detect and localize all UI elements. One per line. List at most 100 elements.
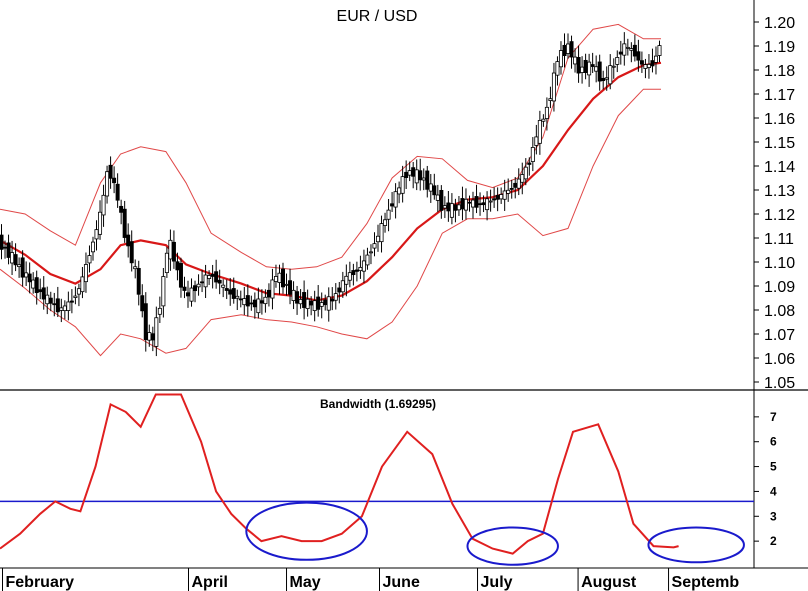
candle-body-down	[182, 286, 187, 291]
candle-body-up	[379, 223, 384, 243]
candle-body-up	[397, 187, 402, 195]
candle-body-up	[573, 56, 578, 65]
candle-body-down	[288, 280, 293, 295]
month-label: June	[383, 574, 420, 591]
bandwidth-y-ticks: 2 3 4 5 6 7	[754, 410, 777, 548]
candle-body-down	[252, 299, 257, 308]
candle-body-up	[428, 183, 433, 192]
candle-body-down	[309, 300, 314, 306]
candle-body-up	[604, 77, 609, 80]
candle-body-up	[537, 120, 542, 144]
candle-body-down	[432, 185, 437, 196]
candle-body-up	[558, 50, 563, 68]
candle-body-down	[140, 295, 145, 312]
candle-body-up	[94, 229, 99, 240]
candle-body-down	[231, 288, 236, 299]
bandwidth-title: Bandwidth (1.69295)	[320, 397, 436, 411]
lower-band-line	[0, 88, 661, 357]
candle-body-up	[242, 298, 247, 306]
bandwidth-line	[0, 393, 679, 555]
candle-body-down	[597, 61, 602, 82]
candle-body-down	[245, 295, 250, 307]
month-label: April	[192, 574, 228, 591]
candle-body-down	[601, 77, 606, 82]
candle-body-down	[27, 273, 32, 283]
squeeze-ellipse	[466, 526, 559, 566]
candle-body-up	[368, 251, 373, 254]
candle-body-up	[643, 64, 648, 69]
candle-body-up	[284, 283, 289, 286]
candle-body-up	[421, 177, 426, 181]
candle-body-down	[569, 41, 574, 58]
candle-body-up	[291, 289, 296, 302]
candle-body-down	[562, 44, 567, 57]
candle-body-up	[66, 301, 71, 311]
candle-body-up	[386, 209, 391, 220]
candle-body-down	[632, 44, 637, 57]
candle-body-up	[456, 204, 461, 211]
candle-body-down	[316, 296, 321, 310]
candle-body-down	[492, 198, 497, 201]
candle-body-up	[407, 170, 412, 176]
candle-body-up	[544, 106, 549, 119]
candle-body-down	[185, 292, 190, 297]
candle-body-up	[344, 275, 349, 285]
candle-body-up	[133, 266, 138, 270]
candle-body-down	[175, 261, 180, 271]
bandwidth-tick-label: 2	[770, 534, 777, 548]
bandwidth-tick-label: 5	[770, 460, 777, 474]
candle-body-down	[281, 268, 286, 288]
candle-body-down	[460, 198, 465, 210]
candle-body-up	[45, 294, 50, 305]
candle-body-down	[200, 281, 205, 284]
candle-body-up	[488, 200, 493, 203]
candle-body-down	[390, 203, 395, 207]
candle-body-up	[305, 298, 310, 309]
candle-body-up	[657, 45, 662, 56]
bandwidth-lines	[0, 393, 754, 566]
candle-body-up	[87, 255, 92, 264]
candle-body-up	[442, 205, 447, 209]
month-label: July	[481, 574, 513, 591]
candle-body-up	[551, 72, 556, 102]
candle-body-down	[69, 300, 74, 303]
candle-body-up	[73, 295, 78, 298]
candle-body-up	[298, 299, 303, 305]
candle-body-down	[509, 188, 514, 190]
candle-body-up	[157, 307, 162, 315]
candle-body-up	[277, 272, 282, 283]
candle-body-down	[41, 287, 46, 300]
candle-body-down	[266, 289, 271, 298]
candle-body-up	[263, 296, 268, 305]
candle-body-up	[62, 305, 67, 312]
candle-body-up	[449, 203, 454, 218]
month-label: February	[6, 574, 75, 591]
candle-body-down	[576, 57, 581, 74]
candle-body-up	[98, 211, 103, 235]
candle-body-up	[256, 298, 261, 314]
candle-body-up	[312, 300, 317, 311]
price-tick-label: 1.11	[764, 231, 794, 248]
candle-body-down	[527, 162, 532, 165]
candle-body-down	[513, 182, 518, 188]
candle-body-down	[495, 194, 500, 200]
candle-body-up	[463, 198, 468, 211]
candle-body-down	[122, 208, 127, 238]
candle-body-down	[639, 60, 644, 65]
candle-body-down	[224, 288, 229, 291]
candle-body-up	[376, 235, 381, 243]
candle-body-down	[129, 241, 134, 264]
candle-body-up	[611, 65, 616, 68]
candle-body-down	[323, 299, 328, 306]
squeeze-ellipse	[245, 501, 368, 561]
candle-body-up	[555, 61, 560, 76]
candle-body-up	[24, 272, 29, 278]
candle-body-down	[34, 277, 39, 294]
candle-body-up	[196, 283, 201, 288]
candle-body-up	[608, 65, 613, 85]
candle-body-up	[10, 252, 15, 264]
price-title: EUR / USD	[337, 8, 418, 25]
candle-body-down	[590, 64, 595, 67]
candle-body-up	[400, 176, 405, 194]
